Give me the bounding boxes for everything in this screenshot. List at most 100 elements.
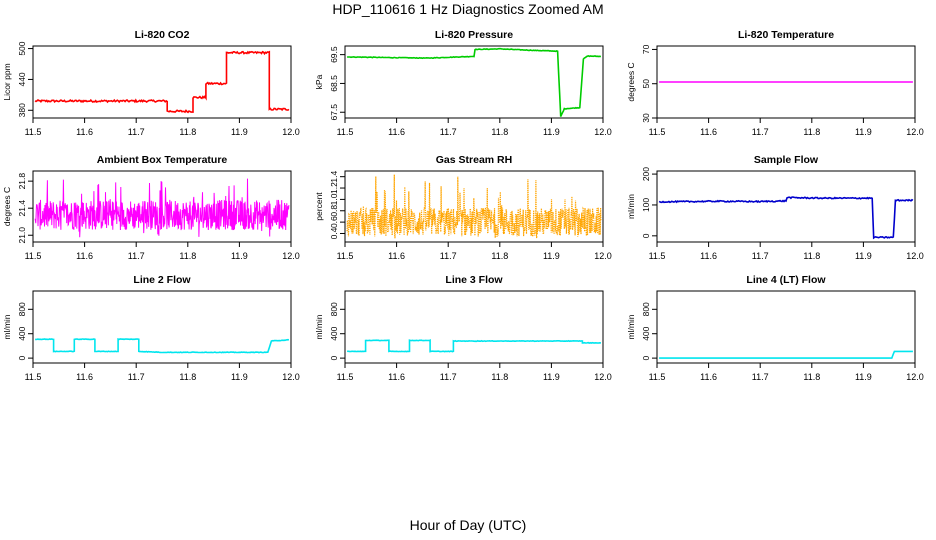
y-axis-label: degrees C: [2, 187, 12, 226]
y-tick-label: 400: [17, 326, 27, 340]
y-tick-label: 440: [17, 72, 27, 86]
x-tick-label: 11.8: [491, 127, 508, 137]
series-line-rh: [346, 174, 602, 239]
y-tick-label: 70: [641, 44, 651, 54]
y-tick-label: 0.6: [329, 216, 339, 228]
y-tick-label: 0: [641, 233, 651, 238]
x-tick-label: 11.6: [76, 127, 93, 137]
y-tick-label: 0: [329, 355, 339, 360]
y-axis-label: ml/min: [626, 194, 636, 219]
x-tick-label: 12.0: [282, 251, 300, 261]
chart-title: Li-820 Temperature: [738, 29, 834, 41]
y-tick-label: 0: [641, 355, 651, 360]
y-tick-label: 800: [641, 302, 651, 316]
y-tick-label: 30: [641, 113, 651, 123]
figure-title: HDP_110616 1 Hz Diagnostics Zoomed AM: [332, 1, 604, 17]
x-tick-label: 11.5: [25, 127, 42, 137]
y-tick-label: 50: [641, 79, 651, 89]
x-tick-label: 12.0: [906, 372, 924, 382]
x-tick-label: 11.7: [440, 251, 457, 261]
y-axis-label: degrees C: [626, 62, 636, 101]
y-tick-label: 21.0: [17, 227, 27, 244]
chart-rh: Gas Stream RH 11.5 11.6 11.7 11.8 11.9 12.0 0.4…: [314, 154, 612, 261]
series-line-line2: [35, 338, 289, 354]
y-tick-label: 69.5: [329, 46, 339, 63]
x-tick-label: 11.6: [76, 251, 93, 261]
x-tick-label: 11.9: [231, 127, 248, 137]
y-tick-label: 100: [641, 198, 651, 212]
plot-frame: [656, 170, 916, 243]
chart-title: Line 3 Flow: [445, 274, 503, 286]
series-line-pressure: [347, 47, 601, 117]
chart-line4: Line 4 (LT) Flow 11.5 11.6 11.7 11.8 11.9 12.0…: [626, 274, 924, 382]
x-tick-label: 11.8: [803, 251, 820, 261]
x-tick-label: 11.5: [649, 372, 666, 382]
x-tick-label: 12.0: [906, 127, 924, 137]
chart-temperature: Li-820 Temperature 11.5 11.6 11.7 11.8 11.9 12…: [626, 29, 924, 137]
chart-title: Ambient Box Temperature: [97, 154, 228, 166]
y-tick-label: 200: [641, 167, 651, 181]
x-tick-label: 11.5: [337, 251, 354, 261]
series-line-ambient: [34, 178, 290, 238]
x-tick-label: 11.9: [543, 251, 560, 261]
y-tick-label: 21.4: [17, 200, 27, 217]
y-tick-label: 1.0: [329, 193, 339, 205]
x-tick-label: 11.6: [388, 251, 405, 261]
x-tick-label: 11.7: [440, 372, 457, 382]
x-tick-label: 11.7: [752, 372, 769, 382]
y-tick-label: 380: [17, 103, 27, 117]
x-tick-label: 11.5: [337, 372, 354, 382]
chart-pressure: Li-820 Pressure 11.5 11.6 11.7 11.8 11.9 12.0 6…: [314, 29, 612, 137]
x-tick-label: 11.6: [700, 372, 717, 382]
series-line-co2: [34, 50, 290, 114]
x-tick-label: 11.5: [25, 251, 42, 261]
x-tick-label: 11.9: [855, 127, 872, 137]
x-tick-label: 11.6: [700, 127, 717, 137]
y-axis-label: ml/min: [2, 314, 12, 339]
chart-line2: Line 2 Flow 11.5 11.6 11.7 11.8 11.9 12.0 0 400 8…: [2, 274, 300, 382]
x-tick-label: 11.8: [803, 372, 820, 382]
x-tick-label: 11.9: [855, 251, 872, 261]
x-tick-label: 12.0: [594, 127, 612, 137]
x-tick-label: 11.8: [179, 251, 196, 261]
y-tick-label: 68.5: [329, 75, 339, 92]
x-tick-label: 11.9: [543, 127, 560, 137]
chart-title: Gas Stream RH: [436, 154, 512, 166]
y-tick-label: 500: [17, 41, 27, 55]
chart-ambient: Ambient Box Temperature 11.5 11.6 11.7 11.8 1…: [2, 154, 300, 261]
x-tick-label: 11.5: [25, 372, 42, 382]
figure-x-axis-label: Hour of Day (UTC): [409, 517, 527, 533]
x-tick-label: 11.7: [752, 251, 769, 261]
y-tick-label: 800: [17, 302, 27, 316]
plot-frame: [656, 290, 916, 364]
series-line-line3: [347, 338, 601, 353]
series-line-line4: [659, 350, 913, 359]
y-axis-label: ml/min: [626, 314, 636, 339]
plot-frame: [32, 290, 292, 364]
y-tick-label: 400: [641, 326, 651, 340]
chart-line3: Line 3 Flow 11.5 11.6 11.7 11.8 11.9 12.0 0 400 8…: [314, 274, 612, 382]
x-tick-label: 11.9: [855, 372, 872, 382]
y-tick-label: 21.8: [17, 173, 27, 190]
x-tick-label: 11.8: [179, 372, 196, 382]
y-tick-label: 400: [329, 326, 339, 340]
chart-title: Line 2 Flow: [133, 274, 191, 286]
chart-title: Li-820 CO2: [135, 29, 190, 41]
x-tick-label: 11.5: [337, 127, 354, 137]
x-tick-label: 12.0: [594, 372, 612, 382]
x-tick-label: 11.8: [803, 127, 820, 137]
chart-title: Sample Flow: [754, 154, 819, 166]
plot-frame: [344, 290, 604, 364]
y-axis-label: Licor ppm: [2, 63, 12, 100]
x-tick-label: 11.8: [491, 251, 508, 261]
x-tick-label: 11.8: [179, 127, 196, 137]
x-tick-label: 12.0: [594, 251, 612, 261]
x-tick-label: 11.6: [76, 372, 93, 382]
chart-sample_flow: Sample Flow 11.5 11.6 11.7 11.8 11.9 12.0 0 100 2…: [626, 154, 924, 261]
x-tick-label: 11.7: [128, 251, 145, 261]
y-tick-label: 1.2: [329, 182, 339, 194]
plot-frame: [344, 45, 604, 119]
chart-title: Line 4 (LT) Flow: [746, 274, 826, 286]
x-tick-label: 11.7: [440, 127, 457, 137]
